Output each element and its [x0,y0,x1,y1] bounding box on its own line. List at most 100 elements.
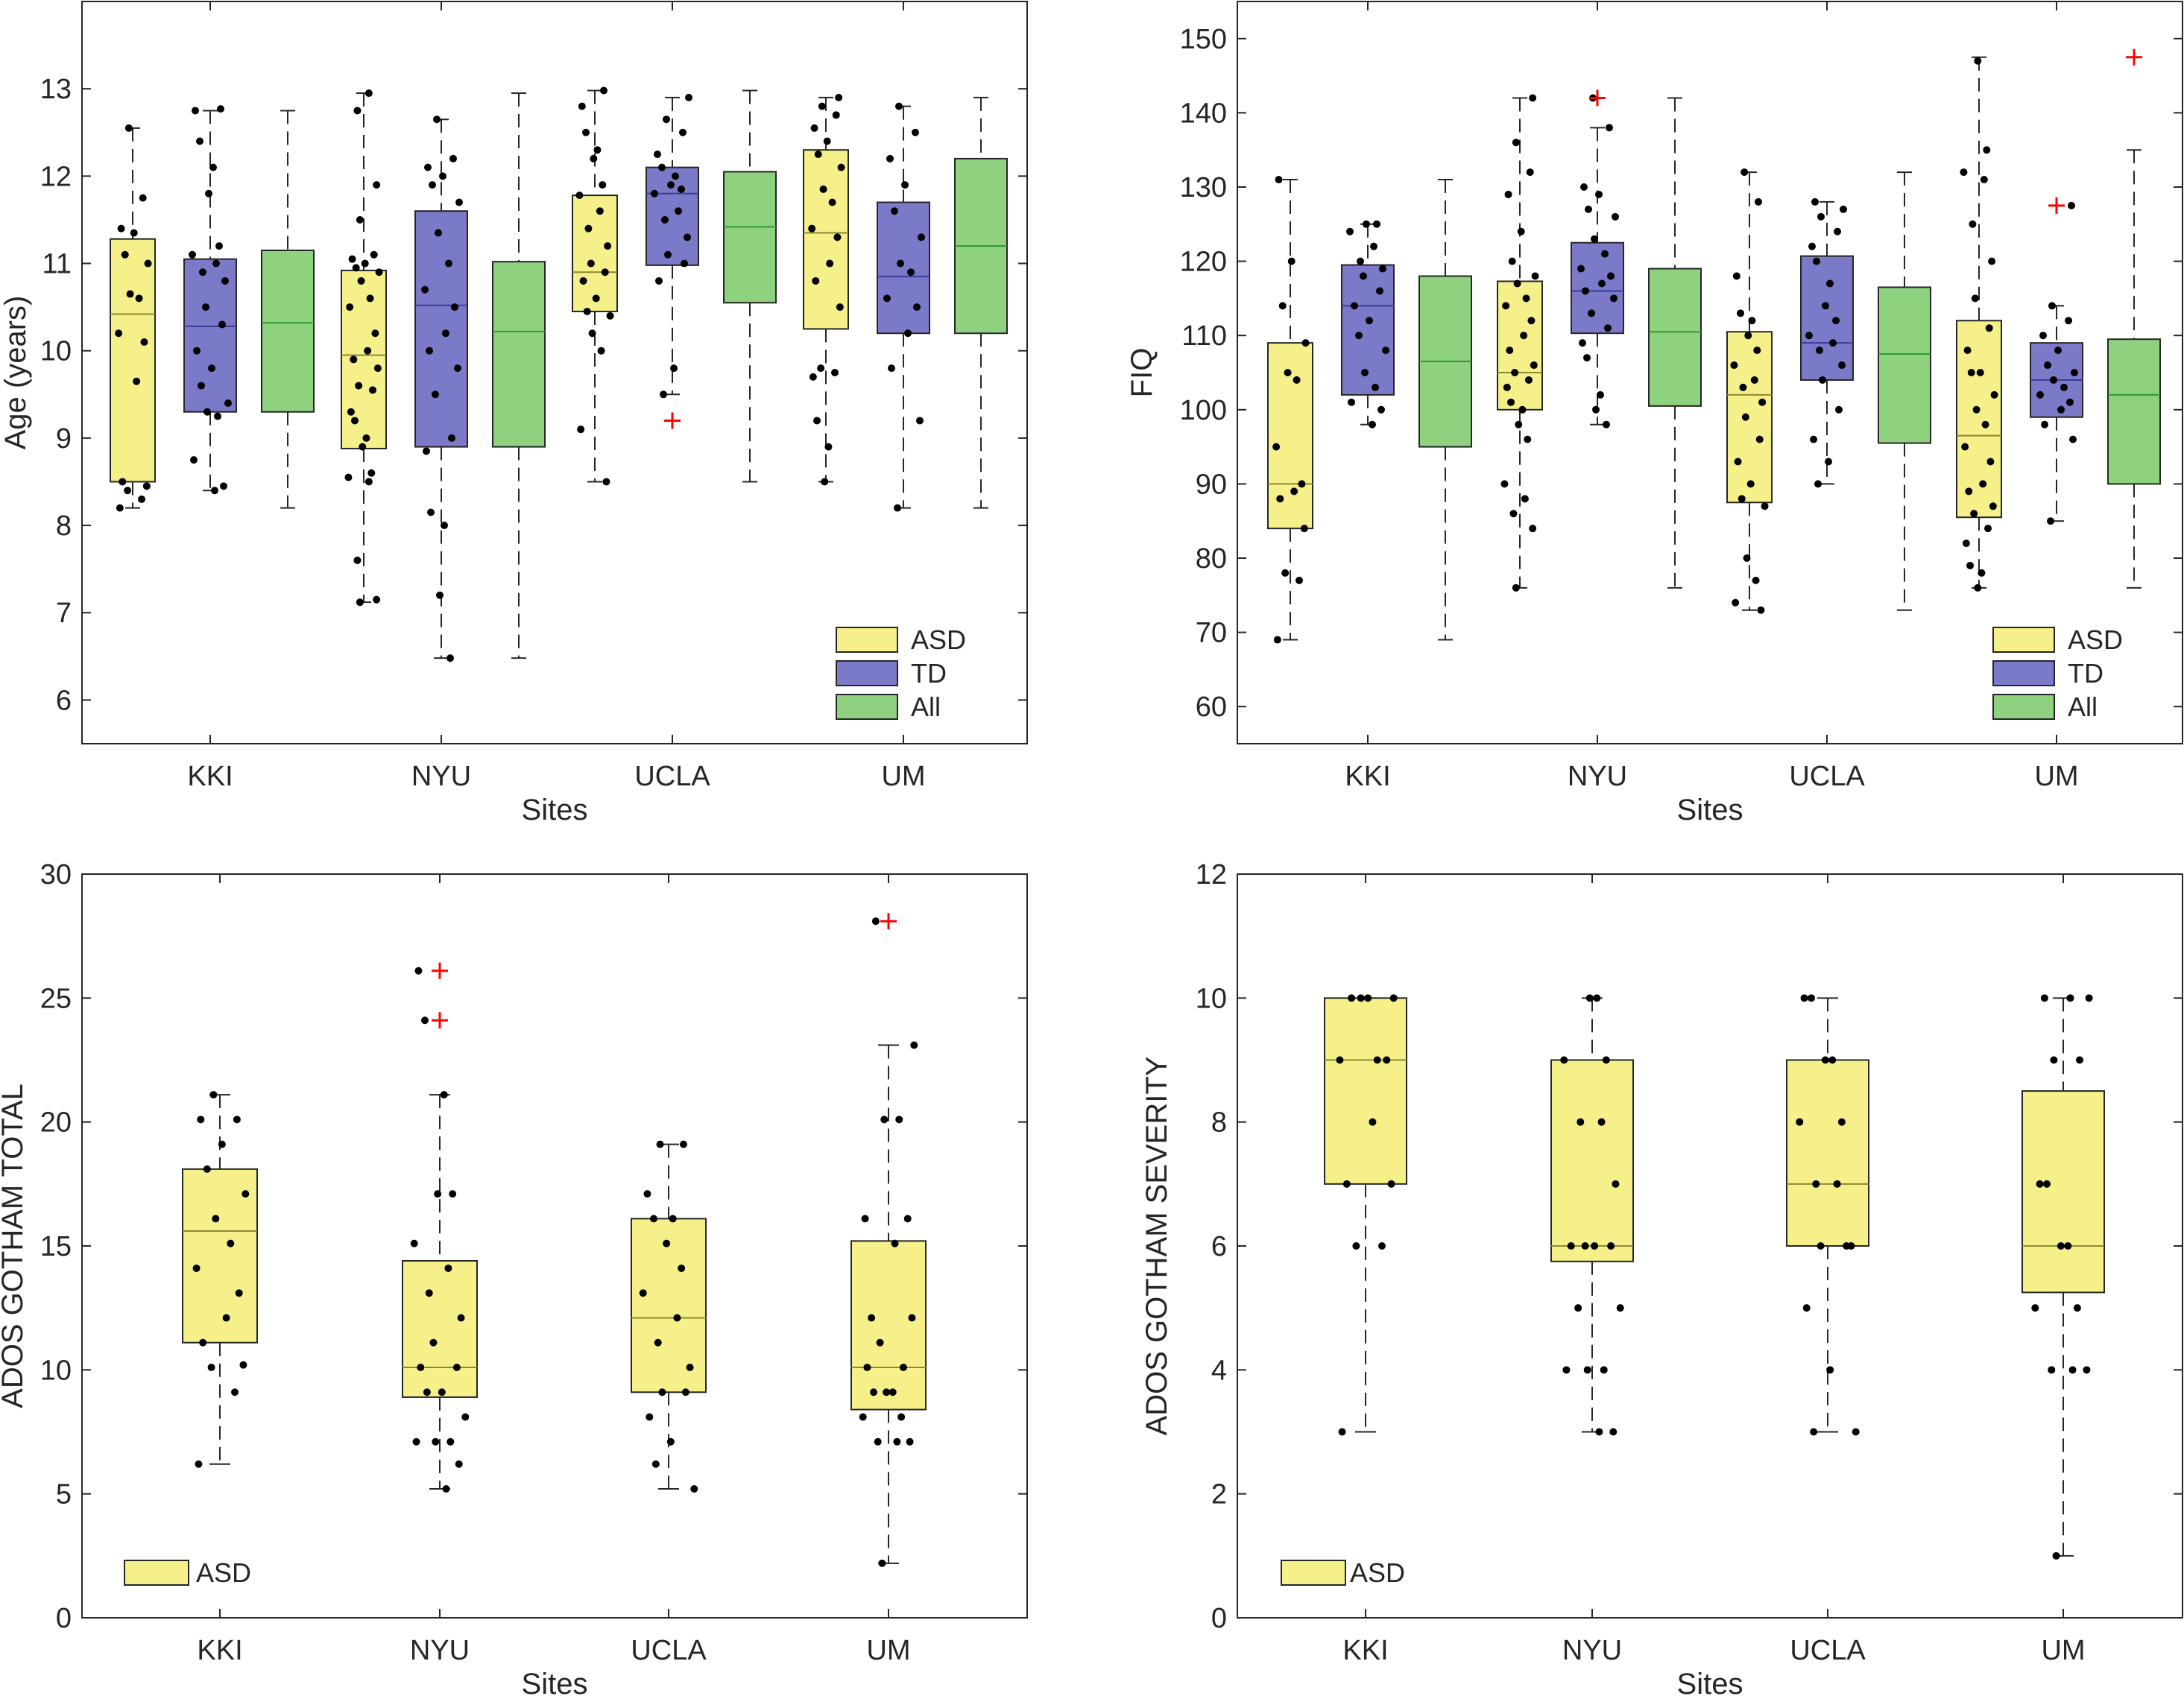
data-point [215,242,223,250]
data-point [897,259,904,268]
data-point [373,364,382,373]
data-point [364,478,373,486]
data-point [1837,1118,1846,1126]
x-tick-label-nyu: NYU [410,1635,470,1666]
y-tick-label: 130 [1180,172,1227,203]
data-point [370,250,378,259]
box-kki-td [1341,220,1395,428]
x-tick-label-um: UM [2034,761,2078,792]
data-point [812,276,820,285]
data-point [1273,636,1281,644]
box-kki-td [183,105,237,495]
data-point [2052,1551,2060,1560]
data-point [371,329,379,338]
legend: ASD [124,1557,251,1588]
data-point [1276,495,1284,503]
data-point [203,408,211,416]
data-point [588,329,596,338]
data-point [663,116,670,124]
data-point [1595,1428,1603,1436]
data-point [601,268,609,276]
data-point [592,294,600,303]
data-point [1524,435,1532,443]
data-point [1609,1428,1618,1436]
data-point [1978,569,1986,577]
data-point [1504,190,1512,198]
data-point [1588,309,1595,317]
data-point [897,1413,906,1421]
data-point [2064,1242,2072,1250]
data-point [1970,510,1978,518]
data-point [679,128,687,136]
data-point [681,259,688,268]
data-point [672,172,679,180]
data-point [604,242,612,250]
data-point [1382,347,1389,355]
data-point [886,154,894,162]
data-point [809,373,817,381]
data-point [1525,376,1533,384]
data-point [423,1388,431,1396]
data-point [650,1215,657,1223]
data-point [1734,458,1742,466]
legend-label-all: All [911,692,941,722]
data-point [1980,176,1988,184]
data-point [445,259,452,268]
data-point [1810,435,1817,443]
data-point [217,105,224,113]
data-point [684,233,691,241]
data-point [231,1388,239,1396]
data-point [1616,1304,1624,1312]
data-point [197,1116,205,1124]
x-tick-label-nyu: NYU [1568,761,1627,792]
data-point [1817,212,1825,221]
box-iqr [572,194,618,312]
outlier-marker [664,412,681,429]
data-point [1512,139,1520,147]
y-axis-label: ADOS GOTHAM TOTAL [0,1083,29,1408]
data-point [2073,1304,2081,1312]
data-point [1366,317,1373,325]
data-point [913,303,921,311]
data-point [1355,332,1363,340]
data-point [685,93,692,101]
data-point [357,276,365,285]
data-point [199,268,206,276]
outlier-marker [432,1012,448,1029]
data-point [2076,1056,2083,1064]
data-point [461,1413,470,1421]
legend-swatch-asd [836,627,898,653]
data-point [2054,347,2062,355]
box-iqr [261,249,315,413]
chart-panel-ados-total: 0 5 10 15 20 25 30 KKI NYU UCLA UM Sites ADOS GOTHAM… [0,859,1028,1701]
data-point [1852,1428,1860,1436]
data-point [903,1215,912,1223]
data-point [1814,480,1822,488]
data-point [1748,317,1756,325]
data-point [824,443,833,451]
data-point [218,320,226,329]
data-point [1284,369,1292,376]
data-point [436,591,444,599]
y-tick-label: 10 [40,336,72,367]
data-point [661,215,669,224]
data-point [1369,1118,1377,1126]
data-point [1567,1242,1575,1250]
x-axis-label: Sites [522,794,588,826]
data-point [817,364,825,373]
data-point [208,364,215,373]
data-point [133,377,141,385]
data-point [1744,332,1752,340]
data-point [1370,242,1377,250]
data-point [900,1364,907,1372]
data-point [1835,405,1843,414]
data-point [813,417,821,425]
data-point [1583,354,1591,362]
data-point [1604,324,1612,332]
data-point [1612,1180,1620,1188]
data-point [1966,561,1974,569]
box-ucla-asd [1786,994,1869,1436]
data-point [1603,420,1610,428]
data-point [1529,94,1537,102]
